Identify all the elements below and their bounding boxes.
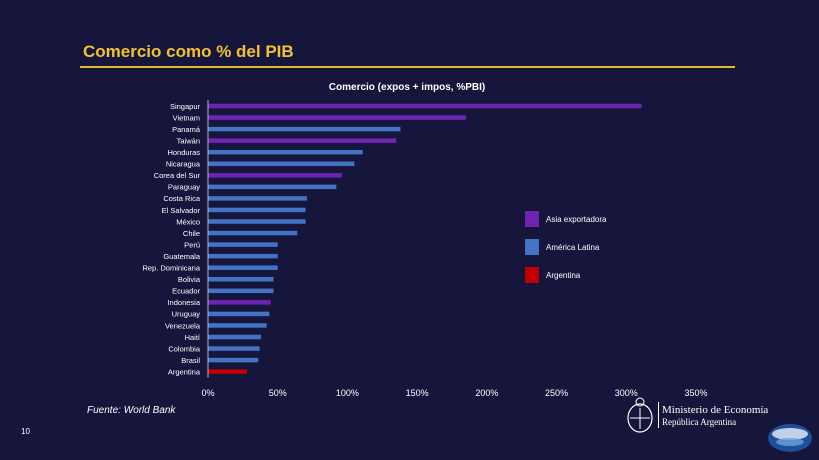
category-label: Honduras	[167, 148, 200, 157]
category-label: Perú	[184, 240, 200, 249]
ministry-logo: Ministerio de Economía República Argenti…	[624, 396, 768, 436]
bar-hait-	[208, 334, 261, 340]
category-label: Costa Rica	[163, 194, 201, 203]
x-axis-ticks: 0% 50% 100% 150% 200% 250% 300% 350%	[201, 388, 707, 398]
ministry-divider	[658, 402, 659, 428]
bar-paraguay	[208, 184, 337, 190]
bar-honduras	[208, 149, 363, 155]
title-underline	[80, 66, 735, 68]
bar-uruguay	[208, 311, 270, 317]
broadcast-logo-icon	[768, 424, 812, 452]
bar-brasil	[208, 357, 259, 363]
x-tick-label: 100%	[336, 388, 359, 398]
category-label: Nicaragua	[166, 160, 201, 169]
x-tick-label: 250%	[545, 388, 568, 398]
legend-swatch-asia	[525, 211, 539, 227]
coat-of-arms-icon	[627, 397, 653, 433]
page-number: 10	[21, 427, 30, 436]
bar-chile	[208, 230, 298, 236]
category-label: Colombia	[168, 344, 201, 353]
category-label: Argentina	[168, 367, 201, 376]
legend-label-asia: Asia exportadora	[546, 215, 607, 224]
category-label: Singapur	[170, 102, 201, 111]
bar-group	[208, 103, 642, 374]
category-label: Venezuela	[165, 321, 201, 330]
legend-swatch-latam	[525, 239, 539, 255]
bar-per-	[208, 242, 278, 247]
category-label: Guatemala	[163, 252, 201, 261]
x-tick-label: 0%	[201, 388, 214, 398]
category-label: Rep. Dominicana	[142, 264, 200, 273]
category-label: Bolivia	[178, 275, 201, 284]
category-label: Taiwán	[177, 136, 200, 145]
ministry-name: Ministerio de Economía	[662, 404, 769, 416]
x-tick-label: 300%	[615, 388, 638, 398]
category-label: Ecuador	[172, 287, 200, 296]
category-label: Chile	[183, 229, 200, 238]
bar-guatemala	[208, 253, 278, 259]
category-label: Corea del Sur	[154, 171, 201, 180]
category-label: Vietnam	[173, 113, 200, 122]
category-label: México	[176, 217, 200, 226]
bar-m-xico	[208, 219, 306, 224]
bar-colombia	[208, 346, 260, 351]
x-tick-label: 200%	[475, 388, 498, 398]
chart-legend: Asia exportadora América Latina Argentina	[525, 211, 607, 283]
category-label: El Salvador	[162, 206, 201, 215]
category-label: Panamá	[172, 125, 201, 134]
category-label: Haití	[185, 333, 201, 342]
bar-ecuador	[208, 288, 274, 294]
bar-vietnam	[208, 115, 466, 120]
category-label: Indonesia	[167, 298, 200, 307]
legend-swatch-argentina	[525, 267, 539, 283]
bar-el-salvador	[208, 207, 306, 213]
bar-corea-del-sur	[208, 173, 342, 178]
category-labels: Singapur Vietnam Panamá Taiwán Honduras Nicar…	[142, 102, 200, 377]
bar-argentina	[208, 369, 248, 374]
bar-costa-rica	[208, 196, 307, 201]
category-label: Paraguay	[168, 183, 200, 192]
bar-nicaragua	[208, 161, 355, 166]
bar-indonesia	[208, 300, 271, 305]
category-label: Brasil	[181, 356, 200, 365]
legend-label-argentina: Argentina	[546, 271, 581, 280]
slide-title: Comercio como % del PIB	[83, 42, 294, 61]
x-tick-label: 150%	[406, 388, 429, 398]
x-tick-label: 350%	[684, 388, 707, 398]
bar-taiw-n	[208, 138, 397, 143]
bar-bolivia	[208, 277, 274, 282]
bar-venezuela	[208, 323, 267, 328]
ministry-subtitle: República Argentina	[662, 417, 737, 427]
bar-rep-dominicana	[208, 265, 278, 270]
bar-singapur	[208, 103, 642, 109]
x-tick-label: 50%	[269, 388, 287, 398]
legend-label-latam: América Latina	[546, 243, 600, 252]
bar-panam-	[208, 126, 401, 132]
source-note: Fuente: World Bank	[87, 405, 176, 416]
chart-title: Comercio (expos + impos, %PBI)	[329, 82, 485, 93]
category-label: Uruguay	[172, 310, 201, 319]
